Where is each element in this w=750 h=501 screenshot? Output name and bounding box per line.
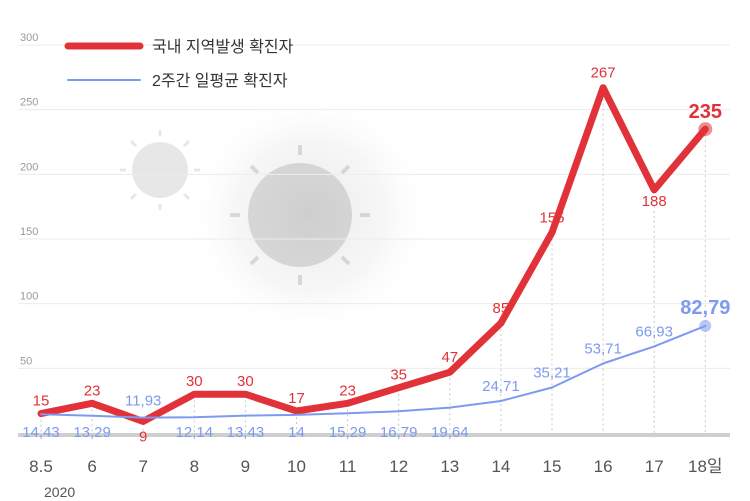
virus-icon-small <box>120 130 200 210</box>
y-axis: 50 100 150 200 250 300 <box>20 32 38 367</box>
y-tick-label: 200 <box>20 161 38 173</box>
x-tick-label: 15 <box>543 457 562 476</box>
x-tick-label: 17 <box>645 457 664 476</box>
y-tick-label: 50 <box>20 355 32 367</box>
x-axis: 8.5 6 7 8 9 10 11 12 13 14 15 16 17 18일 <box>29 457 722 476</box>
y-tick-label: 300 <box>20 32 38 44</box>
data-label: 85 <box>493 300 510 317</box>
data-label: 30 <box>237 373 254 390</box>
data-label: 16,79 <box>380 424 418 441</box>
data-label: 35 <box>390 367 407 384</box>
x-tick-label: 14 <box>491 457 510 476</box>
baseline-bar <box>18 433 730 437</box>
data-label: 23 <box>339 382 356 399</box>
x-tick-label: 12 <box>389 457 408 476</box>
gridlines <box>18 44 730 369</box>
x-tick-label: 13 <box>440 457 459 476</box>
legend: 국내 지역발생 확진자 2주간 일평균 확진자 <box>64 38 294 90</box>
data-label: 30 <box>186 373 203 390</box>
virus-illustration <box>120 90 435 340</box>
x-tick-label: 18일 <box>688 457 723 476</box>
data-label: 11,93 <box>125 393 161 410</box>
data-label: 24,71 <box>482 378 520 395</box>
x-tick-label: 6 <box>87 457 96 476</box>
x-tick-label: 16 <box>594 457 613 476</box>
x-axis-baseline <box>18 433 730 437</box>
series-line-1 <box>40 324 707 419</box>
x-tick-label: 8.5 <box>29 457 53 476</box>
data-label: 14,43 <box>22 424 60 441</box>
data-label: 12,14 <box>176 424 214 441</box>
endpoint-marker <box>698 122 713 137</box>
virus-icon-large <box>230 145 370 285</box>
data-label: 17 <box>288 390 305 407</box>
data-label: 13,43 <box>227 424 265 441</box>
data-label: 82,79 <box>680 297 730 319</box>
year-label: 2020 <box>44 484 75 500</box>
x-tick-label: 8 <box>190 457 199 476</box>
x-tick-label: 11 <box>339 457 357 476</box>
data-label: 66,93 <box>635 323 673 340</box>
data-label: 15 <box>33 393 50 410</box>
data-label: 53,71 <box>584 341 622 358</box>
endpoint-marker <box>699 319 712 332</box>
data-label: 47 <box>441 349 458 366</box>
data-label: 13,29 <box>73 424 111 441</box>
data-label: 14 <box>288 424 305 441</box>
legend-label-0: 국내 지역발생 확진자 <box>152 38 294 56</box>
y-tick-label: 100 <box>20 291 38 303</box>
x-tick-label: 7 <box>138 457 147 476</box>
data-label: 19,64 <box>431 424 469 441</box>
y-tick-label: 250 <box>20 97 38 109</box>
data-labels: 15 23 9 30 30 17 23 35 47 85 155 267 188 235 14,43 13,2… <box>22 65 730 446</box>
data-label: 155 <box>539 210 564 227</box>
data-label: 9 <box>139 428 147 445</box>
data-label: 23 <box>84 382 101 399</box>
data-label: 267 <box>591 65 616 82</box>
y-tick-label: 150 <box>20 226 38 238</box>
data-label: 35,21 <box>533 364 571 381</box>
series-lines <box>37 84 713 425</box>
x-tick-label: 9 <box>241 457 250 476</box>
legend-label-1: 2주간 일평균 확진자 <box>152 72 288 90</box>
data-label: 188 <box>642 193 667 210</box>
data-label: 235 <box>689 101 722 123</box>
x-tick-label: 10 <box>287 457 306 476</box>
data-label: 15,29 <box>329 424 367 441</box>
